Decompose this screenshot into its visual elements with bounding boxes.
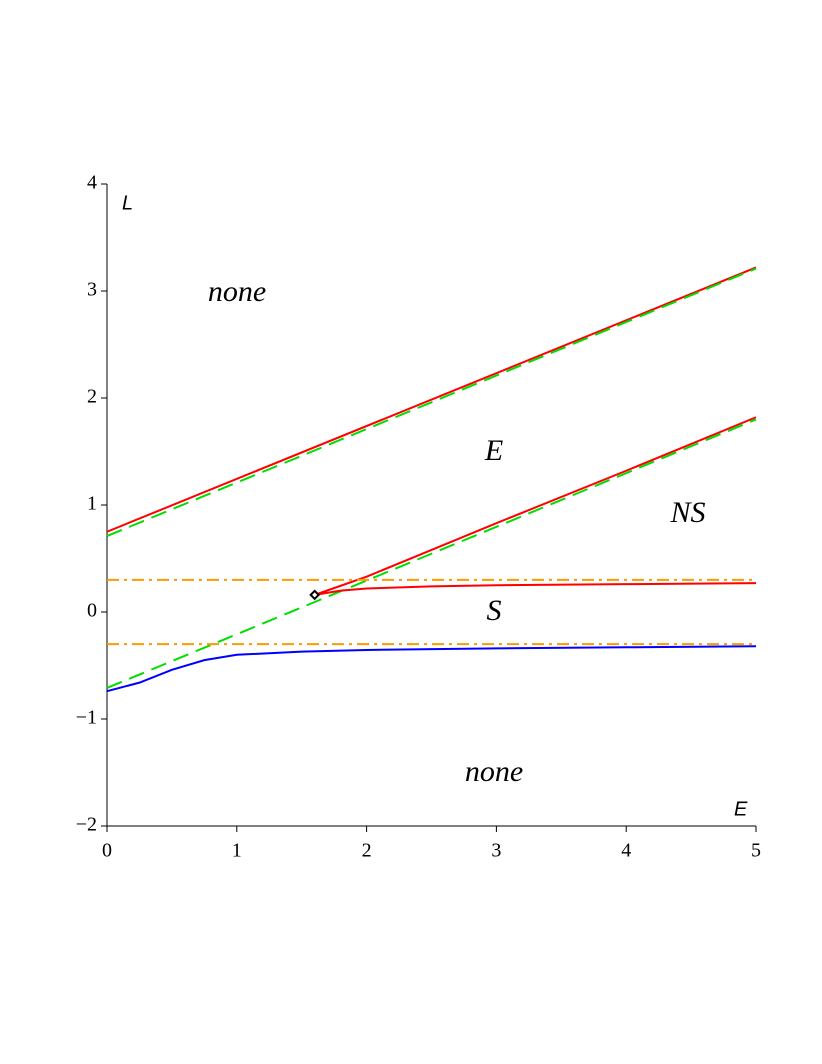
curve [314,582,757,596]
curve [106,418,757,689]
y-tick-label: −1 [76,707,97,729]
x-tick-label: 5 [751,840,761,862]
region-label: NS [669,496,705,529]
y-axis-label: L [122,192,133,214]
y-tick-label: −2 [76,814,97,836]
x-tick-label: 2 [362,840,372,862]
x-axis-label: E [734,798,748,820]
region-label: E [484,434,503,467]
y-tick-label: 0 [87,600,97,622]
x-tick-label: 3 [491,840,501,862]
y-tick-label: 2 [87,386,97,408]
region-label: S [487,594,502,627]
y-tick-label: 3 [87,279,97,301]
region-label: none [465,755,523,788]
curve [106,266,757,533]
y-tick-label: 4 [87,172,97,194]
x-tick-label: 4 [621,840,631,862]
point-marker [309,589,321,601]
x-tick-label: 1 [232,840,242,862]
y-tick-label: 1 [87,493,97,515]
region-label: none [208,275,266,308]
curve [106,267,757,537]
curve [106,645,757,693]
x-tick-label: 0 [102,840,112,862]
